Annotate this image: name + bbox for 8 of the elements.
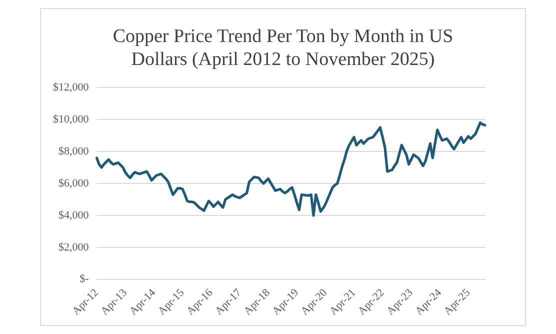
y-tick-label: $10,000	[53, 113, 90, 126]
y-tick-label: $8,000	[58, 145, 90, 158]
y-tick-label: $2,000	[58, 241, 90, 254]
y-tick-label: $4,000	[58, 209, 90, 222]
y-tick-label: $-	[80, 273, 90, 286]
chart-title: Copper Price Trend Per Ton by Month in US Dollars (April 2012 to November 2025)	[112, 25, 454, 71]
y-tick-label: $12,000	[53, 81, 90, 94]
y-tick-label: $6,000	[58, 177, 90, 190]
